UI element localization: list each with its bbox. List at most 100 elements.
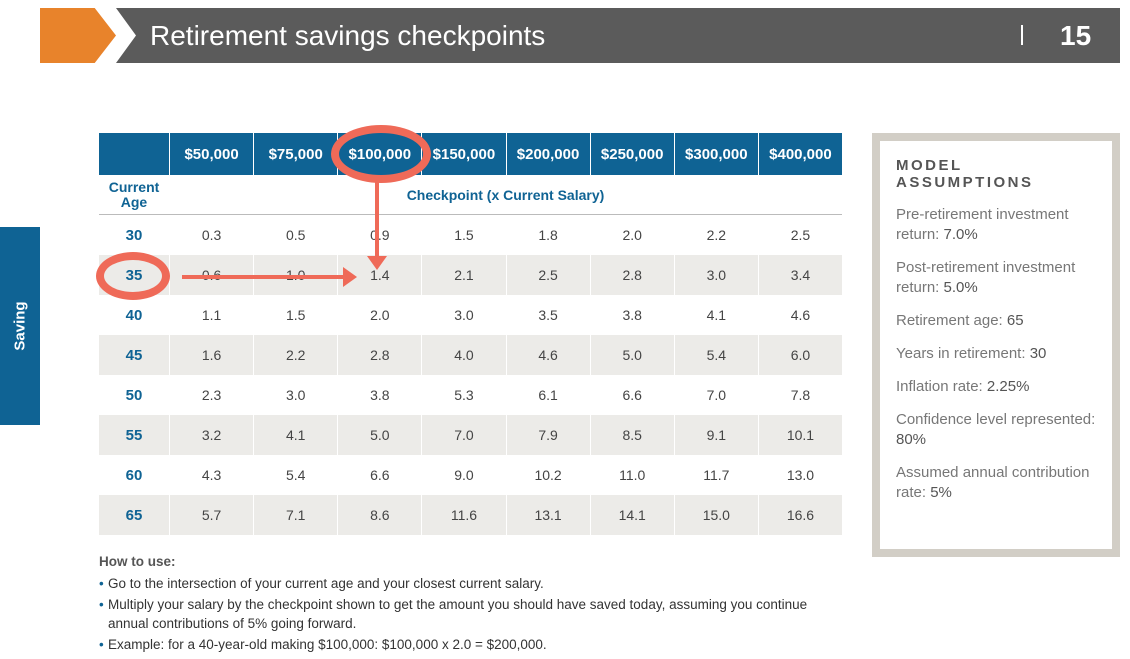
how-to-use-bullet: Multiply your salary by the checkpoint s… [99, 595, 849, 633]
checkpoint-cell: 3.4 [757, 255, 842, 295]
checkpoint-cell: 1.5 [421, 215, 505, 255]
checkpoint-cell: 2.0 [589, 215, 674, 255]
checkpoint-cell: 10.2 [505, 455, 590, 495]
checkpoint-cell: 5.4 [673, 335, 758, 375]
checkpoint-cell: 6.6 [589, 375, 674, 415]
table-row: 60 4.3 5.4 6.6 9.0 10.2 11.0 11.7 13.0 [99, 455, 842, 495]
checkpoint-cell: 2.3 [169, 375, 253, 415]
age-cell: 45 [125, 346, 143, 364]
current-age-label: Current Age [108, 178, 160, 210]
salary-header-cell: $100,000 [337, 133, 421, 175]
assumption-value: 80% [896, 431, 927, 448]
checkpoint-cell: 5.4 [253, 455, 337, 495]
salary-header-cell: $50,000 [169, 133, 253, 175]
checkpoint-cell: 4.0 [421, 335, 505, 375]
header-bar [116, 8, 1120, 63]
checkpoint-cell: 14.1 [589, 495, 674, 535]
assumption-item: Retirement age: 65 [896, 311, 1096, 331]
checkpoint-cell: 10.1 [757, 415, 842, 455]
checkpoint-cell: 3.0 [421, 295, 505, 335]
checkpoint-cell: 1.8 [505, 215, 590, 255]
checkpoint-cell: 3.2 [169, 415, 253, 455]
checkpoint-cell: 15.0 [673, 495, 758, 535]
assumption-item: Post-retirement investment return: 5.0% [896, 258, 1096, 298]
table-row: 65 5.7 7.1 8.6 11.6 13.1 14.1 15.0 16.6 [99, 495, 842, 535]
header-corner-cell [99, 133, 169, 175]
assumption-value: 5% [930, 484, 952, 501]
checkpoint-cell: 3.0 [253, 375, 337, 415]
checkpoint-cell: 7.1 [253, 495, 337, 535]
checkpoint-cell: 9.0 [421, 455, 505, 495]
checkpoint-cell: 13.0 [757, 455, 842, 495]
header-divider [1021, 25, 1023, 45]
age-cell: 40 [125, 306, 143, 324]
checkpoint-cell: 0.9 [337, 215, 421, 255]
age-cell: 60 [125, 466, 143, 484]
assumption-item: Inflation rate: 2.25% [896, 377, 1096, 397]
checkpoint-cell: 2.1 [421, 255, 505, 295]
how-to-use-bullet: Example: for a 40-year-old making $100,0… [99, 635, 849, 654]
checkpoint-cell: 2.5 [505, 255, 590, 295]
section-tab-saving[interactable]: Saving [0, 227, 40, 425]
checkpoint-cell: 9.1 [673, 415, 758, 455]
checkpoint-cell: 4.6 [505, 335, 590, 375]
checkpoint-cell: 1.4 [337, 255, 421, 295]
checkpoint-cell: 7.8 [757, 375, 842, 415]
salary-header-cell: $300,000 [673, 133, 758, 175]
checkpoint-cell: 7.9 [505, 415, 590, 455]
assumption-value: 65 [1006, 312, 1024, 329]
checkpoint-cell: 8.6 [337, 495, 421, 535]
checkpoint-label: Checkpoint (x Current Salary) [406, 186, 605, 203]
checkpoint-cell: 13.1 [505, 495, 590, 535]
page-title: Retirement savings checkpoints [150, 20, 546, 51]
checkpoint-cell: 2.5 [757, 215, 842, 255]
checkpoint-cell: 2.0 [337, 295, 421, 335]
how-to-use-title: How to use: [99, 554, 176, 569]
how-to-use: How to use: Go to the intersection of yo… [99, 552, 849, 656]
checkpoint-cell: 4.3 [169, 455, 253, 495]
subheader-row: Current Age Checkpoint (x Current Salary… [99, 175, 842, 215]
salary-header-cell: $250,000 [589, 133, 674, 175]
page-number: 15 [1060, 20, 1092, 51]
checkpoint-cell: 5.7 [169, 495, 253, 535]
assumption-value: 5.0% [943, 279, 978, 296]
checkpoint-cell: 3.8 [589, 295, 674, 335]
checkpoint-cell: 1.5 [253, 295, 337, 335]
checkpoint-cell: 11.6 [421, 495, 505, 535]
checkpoint-cell: 7.0 [421, 415, 505, 455]
how-to-use-bullet: Go to the intersection of your current a… [99, 574, 849, 593]
checkpoint-cell: 2.8 [589, 255, 674, 295]
checkpoint-cell: 4.1 [673, 295, 758, 335]
salary-header-row: $50,000 $75,000 $100,000 $150,000 $200,0… [99, 133, 842, 175]
checkpoint-cell: 5.0 [589, 335, 674, 375]
checkpoint-cell: 6.1 [505, 375, 590, 415]
checkpoint-cell: 3.0 [673, 255, 758, 295]
table-body: 30 0.3 0.5 0.9 1.5 1.8 2.0 2.2 2.5 35 0.6 1.0 1.4 2.1… [99, 215, 842, 535]
section-tab-label: Saving [11, 301, 29, 351]
checkpoint-cell: 6.6 [337, 455, 421, 495]
assumption-item: Assumed annual contribution rate: 5% [896, 463, 1096, 503]
salary-header-cell: $75,000 [253, 133, 337, 175]
checkpoint-cell: 7.0 [673, 375, 758, 415]
checkpoint-table: $50,000 $75,000 $100,000 $150,000 $200,0… [99, 133, 842, 535]
table-row: 55 3.2 4.1 5.0 7.0 7.9 8.5 9.1 10.1 [99, 415, 842, 455]
checkpoint-cell: 4.6 [757, 295, 842, 335]
model-assumptions-panel: MODEL ASSUMPTIONS Pre-retirement investm… [872, 133, 1120, 557]
table-row: 35 0.6 1.0 1.4 2.1 2.5 2.8 3.0 3.4 [99, 255, 842, 295]
age-cell: 30 [125, 226, 143, 244]
salary-header-cell: $200,000 [505, 133, 590, 175]
assumption-item: Years in retirement: 30 [896, 344, 1096, 364]
age-cell: 50 [125, 386, 143, 404]
table-row: 40 1.1 1.5 2.0 3.0 3.5 3.8 4.1 4.6 [99, 295, 842, 335]
assumption-value: 2.25% [986, 378, 1030, 395]
age-cell: 35 [125, 266, 143, 284]
checkpoint-cell: 2.2 [253, 335, 337, 375]
assumption-item: Confidence level represented: 80% [896, 410, 1096, 450]
checkpoint-cell: 5.3 [421, 375, 505, 415]
checkpoint-cell: 0.3 [169, 215, 253, 255]
checkpoint-cell: 6.0 [757, 335, 842, 375]
assumption-value: 7.0% [943, 226, 978, 243]
checkpoint-cell: 16.6 [757, 495, 842, 535]
checkpoint-cell: 2.2 [673, 215, 758, 255]
assumption-label: Pre-retirement investment return: [896, 206, 1069, 243]
